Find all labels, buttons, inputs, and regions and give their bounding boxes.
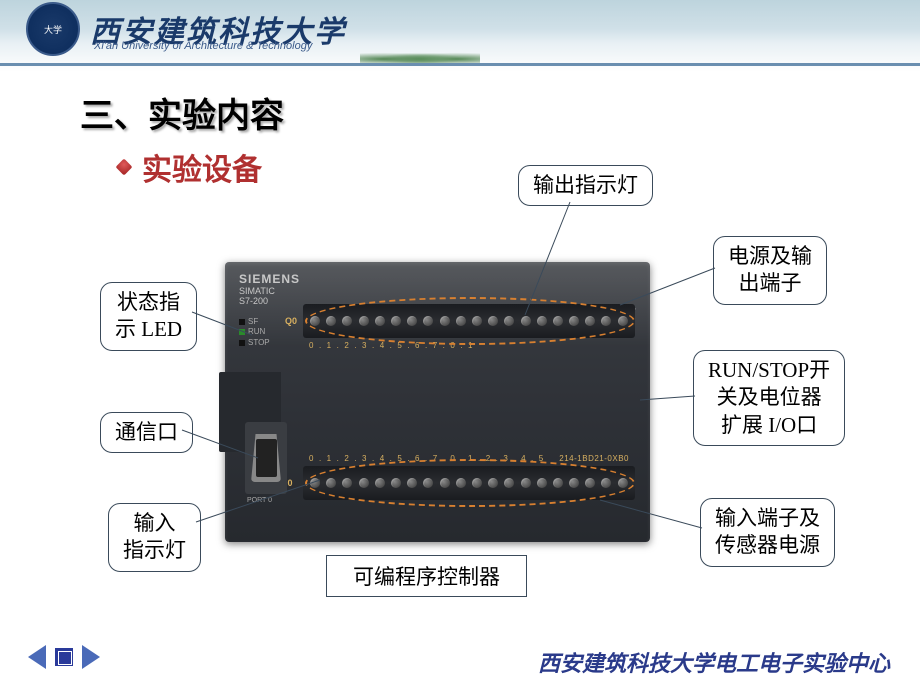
db9-connector — [251, 434, 281, 482]
top-nums: 0.1.2.3.4.5.6.7.0.1 — [309, 341, 478, 350]
bot-nums: 0.1.2.3.4.5.6.7.0.1.2.3.4.5 — [309, 454, 549, 463]
university-emblem: 大学 — [26, 2, 80, 56]
annot-input-power: 输入端子及 传感器电源 — [700, 498, 835, 567]
status-led-block: SF RUN STOP — [239, 317, 270, 348]
arrow-right-icon — [82, 645, 100, 669]
footer-text: 西安建筑科技大学电工电子实验中心 — [538, 646, 890, 678]
nav-next-button[interactable] — [78, 644, 104, 670]
nav-prev-button[interactable] — [24, 644, 50, 670]
section-title: 三、实验内容 — [80, 88, 284, 137]
annot-comm-port: 通信口 — [100, 412, 193, 453]
home-icon — [55, 648, 73, 666]
plc-device: SIEMENS SIMATIC S7-200 CPU 224 AC/DC/RLY… — [225, 262, 650, 542]
led-sf: SF — [248, 317, 258, 326]
subtitle-row: 实验设备 — [118, 145, 262, 189]
comm-port-area — [245, 422, 287, 494]
plc-model: S7-200 — [239, 296, 268, 306]
annot-power-out: 电源及输 出端子 — [713, 236, 827, 305]
page-header: 大学 西安建筑科技大学 Xi'an University of Architec… — [0, 0, 920, 72]
caption-box: 可编程序控制器 — [326, 555, 527, 597]
plc-simatic: SIMATIC — [239, 286, 275, 296]
nav-home-button[interactable] — [51, 644, 77, 670]
q-label: Q0 — [285, 316, 297, 326]
university-name-en: Xi'an University of Architecture & Techn… — [94, 40, 312, 52]
terminal-row-top: Q0 0.1.2.3.4.5.6.7.0.1 — [303, 304, 635, 338]
annot-output-led: 输出指示灯 — [518, 165, 653, 206]
leaves-decoration — [360, 50, 480, 68]
terminal-row-bot: I0 0.1.2.3.4.5.6.7.0.1.2.3.4.5 214-1BD21… — [303, 466, 635, 500]
plc-brand: SIEMENS — [239, 272, 300, 286]
nav-controls — [24, 644, 104, 670]
port-label: PORT 0 — [247, 497, 272, 504]
annot-status-led: 状态指 示 LED — [100, 282, 197, 351]
annot-input-led: 输入 指示灯 — [108, 503, 201, 572]
led-stop: STOP — [248, 338, 270, 347]
subtitle-text: 实验设备 — [142, 145, 262, 189]
bullet-icon — [116, 159, 133, 176]
arrow-left-icon — [28, 645, 46, 669]
annot-run-stop: RUN/STOP开 关及电位器 扩展 I/O口 — [693, 350, 845, 446]
partno: 214-1BD21-0XB0 — [559, 454, 629, 463]
led-run: RUN — [248, 327, 265, 336]
